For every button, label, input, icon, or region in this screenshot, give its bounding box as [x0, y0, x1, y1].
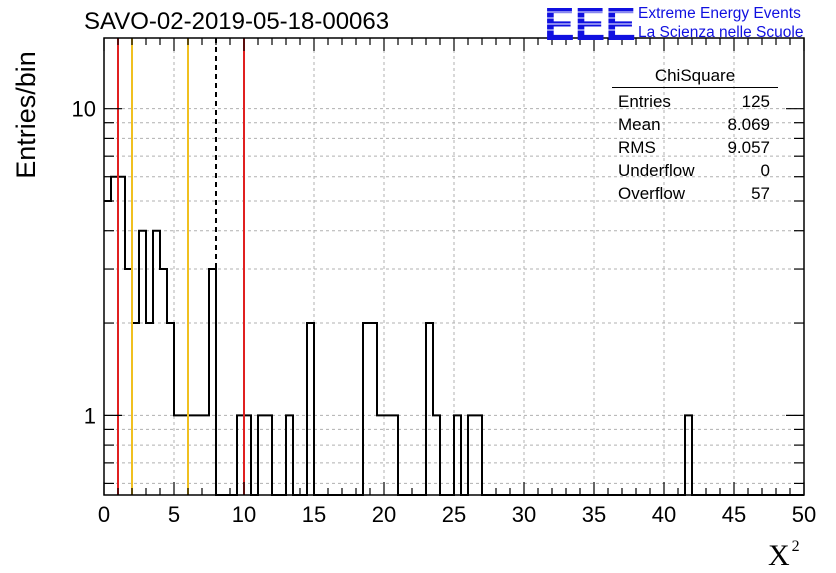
y-tick-label: 10 — [72, 97, 96, 122]
histogram-bin — [202, 415, 209, 495]
stats-row-rms: RMS 9.057 — [612, 136, 778, 159]
x-tick-label: 20 — [372, 502, 396, 527]
histogram-bin — [468, 415, 475, 495]
stats-value: 0 — [760, 161, 770, 180]
histogram-bin — [454, 415, 461, 495]
stats-title: ChiSquare — [612, 66, 778, 88]
y-tick-label: 1 — [84, 403, 96, 428]
histogram-bin — [188, 415, 195, 495]
histogram-bin — [139, 231, 146, 495]
x-tick-label: 50 — [792, 502, 816, 527]
histogram-bin — [475, 415, 482, 495]
stats-label: RMS — [618, 138, 656, 157]
stats-row-entries: Entries 125 — [612, 90, 778, 113]
histogram-bin — [433, 415, 440, 495]
x-tick-label: 30 — [512, 502, 536, 527]
stats-row-mean: Mean 8.069 — [612, 113, 778, 136]
stats-value: 8.069 — [727, 115, 770, 134]
x-tick-label: 0 — [98, 502, 110, 527]
histogram-bin — [125, 269, 132, 495]
histogram-bin — [391, 415, 398, 495]
stats-row-overflow: Overflow 57 — [612, 182, 778, 205]
stats-value: 57 — [751, 184, 770, 203]
histogram-bin — [286, 415, 293, 495]
histogram-bin — [153, 231, 160, 495]
stats-box: ChiSquare Entries 125 Mean 8.069 RMS 9.057 … — [612, 66, 778, 205]
histogram-bin — [146, 323, 153, 495]
histogram-bin — [181, 415, 188, 495]
histogram-bin — [132, 323, 139, 495]
x-tick-label: 40 — [652, 502, 676, 527]
x-tick-label: 45 — [722, 502, 746, 527]
eee-logo-mark: EEE — [544, 2, 636, 44]
eee-logo: EEE — [544, 2, 636, 44]
histogram-bin — [244, 415, 251, 495]
eee-logo-line1: Extreme Energy Events — [638, 5, 801, 22]
stats-value: 9.057 — [727, 138, 770, 157]
stats-label: Overflow — [618, 184, 686, 203]
histogram-bin — [370, 323, 377, 495]
histogram-bin — [167, 323, 174, 495]
stats-label: Underflow — [618, 161, 695, 180]
stats-value: 125 — [741, 92, 770, 111]
eee-logo-text: Extreme Energy Events La Scienza nelle S… — [638, 4, 803, 42]
eee-logo-line2: La Scienza nelle Scuole — [638, 24, 804, 41]
stats-row-underflow: Underflow 0 — [612, 159, 778, 182]
histogram-bin — [237, 415, 244, 495]
histogram-bin — [258, 415, 265, 495]
stats-label: Mean — [618, 115, 661, 134]
histogram-bin — [307, 323, 314, 495]
histogram-bin — [104, 201, 111, 495]
histogram-bin — [195, 415, 202, 495]
x-tick-label: 25 — [442, 502, 466, 527]
histogram-bin — [377, 415, 384, 495]
histogram-bin — [265, 415, 272, 495]
x-tick-label: 15 — [302, 502, 326, 527]
histogram-bin — [118, 177, 125, 495]
y-axis-label: Entries/bin — [11, 51, 41, 179]
histogram-bin — [111, 177, 118, 495]
histogram-bin — [384, 415, 391, 495]
histogram-bin — [160, 269, 167, 495]
stats-label: Entries — [618, 92, 671, 111]
x-tick-label: 10 — [232, 502, 256, 527]
chart-title: SAVO-02-2019-05-18-00063 — [84, 8, 390, 35]
x-axis-label-superscript: 2 — [791, 538, 800, 555]
histogram-bin — [209, 269, 216, 495]
histogram-bin — [685, 415, 692, 495]
histogram-bin — [426, 323, 433, 495]
x-tick-label: 5 — [168, 502, 180, 527]
histogram-bin — [174, 415, 181, 495]
x-tick-label: 35 — [582, 502, 606, 527]
histogram-bin — [363, 323, 370, 495]
